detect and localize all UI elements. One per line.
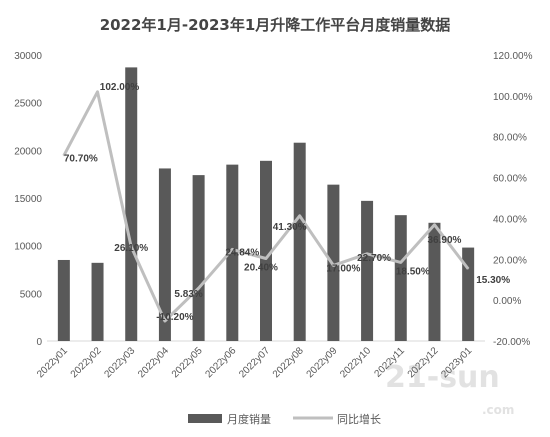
bar-2022y01	[57, 259, 70, 341]
chart-title: 2022年1月-2023年1月升降工作平台月度销量数据	[100, 16, 451, 34]
x-tick-label: 2022y06	[204, 345, 239, 380]
growth-point-2022y10	[366, 253, 368, 255]
left-axis: 0 5000 10000 15000 20000 25000 30000	[14, 51, 42, 348]
growth-label-2022y05: 5.83%	[174, 289, 202, 300]
bar-2023y01	[462, 247, 475, 341]
growth-point-2022y01	[63, 155, 65, 157]
watermark-text: 21-sun	[385, 360, 500, 395]
growth-label-2022y01: 70.70%	[64, 154, 98, 165]
growth-point-2022y03	[130, 246, 132, 248]
growth-label-2022y11: 18.50%	[396, 266, 430, 277]
growth-label-2022y08: 41.30%	[273, 222, 307, 233]
right-tick-label: -20.00%	[493, 337, 530, 348]
growth-label-2022y02: 102.00%	[100, 82, 140, 93]
growth-point-2022y02	[97, 91, 99, 93]
growth-point-2022y08	[299, 215, 301, 217]
bar-2022y07	[260, 160, 272, 341]
bar-2022y02	[91, 262, 104, 341]
bar-2022y06	[226, 164, 239, 341]
x-tick-label: 2022y07	[237, 345, 272, 380]
growth-label-2022y12: 36.90%	[428, 235, 462, 246]
growth-point-2022y09	[332, 264, 334, 266]
bar-2022y08	[293, 142, 306, 341]
left-tick-label: 20000	[14, 146, 42, 157]
watermark-sub: .com	[482, 403, 514, 417]
x-tick-label: 2022y02	[69, 345, 104, 380]
bar-2022y12	[428, 222, 441, 341]
x-tick-label: 2022y09	[305, 345, 340, 380]
bar-2022y04	[158, 168, 171, 341]
right-axis: -20.00% 0.00% 20.00% 40.00% 60.00% 80.00% 100.…	[493, 51, 533, 348]
left-tick-label: 15000	[14, 194, 42, 205]
left-tick-label: 10000	[14, 242, 42, 253]
growth-label-2023y01: 15.30%	[476, 275, 510, 286]
growth-point-2023y01	[467, 268, 469, 270]
x-tick-label: 2022y10	[338, 345, 373, 380]
bar-2022y05	[192, 175, 205, 341]
bar-series	[57, 67, 475, 341]
x-axis: 2022y012022y022022y032022y042022y052022y…	[35, 340, 485, 380]
right-tick-label: 40.00%	[493, 214, 527, 225]
growth-point-2022y05	[198, 287, 200, 289]
data-labels: 70.70% 102.00% 26.10% -10.20% 5.83% 24.84% 20.…	[64, 82, 510, 323]
growth-label-2022y10: 22.70%	[357, 253, 391, 264]
growth-point-2022y07	[265, 257, 267, 259]
growth-label-2022y04: -10.20%	[156, 312, 193, 323]
growth-point-2022y12	[433, 224, 435, 226]
growth-label-2022y06: 24.84%	[225, 247, 259, 258]
legend-label-line: 同比增长	[337, 412, 381, 426]
left-tick-label: 25000	[14, 99, 42, 110]
x-tick-label: 2022y04	[136, 345, 171, 380]
left-tick-label: 0	[36, 337, 42, 348]
right-tick-label: 100.00%	[493, 92, 533, 103]
right-tick-label: 0.00%	[493, 296, 521, 307]
growth-point-2022y06	[231, 248, 233, 250]
watermark: 21-sun .com	[385, 360, 514, 417]
bar-2022y10	[361, 200, 374, 341]
x-tick-label: 2022y05	[170, 345, 205, 380]
legend: 月度销量 同比增长	[188, 412, 381, 426]
line-series	[62, 90, 470, 323]
growth-point-2022y11	[400, 261, 402, 263]
left-tick-label: 30000	[14, 51, 42, 62]
bar-2022y11	[394, 215, 407, 341]
right-tick-label: 60.00%	[493, 174, 527, 185]
right-tick-label: 120.00%	[493, 51, 533, 62]
bar-2022y03	[125, 67, 138, 341]
legend-swatch-bar	[188, 414, 222, 423]
legend-label-bar: 月度销量	[227, 412, 271, 426]
x-tick-label: 2022y01	[35, 345, 70, 380]
left-tick-label: 5000	[20, 289, 43, 300]
x-tick-label: 2022y03	[102, 345, 137, 380]
growth-label-2022y03: 26.10%	[114, 243, 148, 254]
x-tick-label: 2022y08	[271, 345, 306, 380]
growth-point-2022y04	[164, 320, 166, 322]
growth-label-2022y09: 17.00%	[326, 263, 360, 274]
right-tick-label: 20.00%	[493, 255, 527, 266]
right-tick-label: 80.00%	[493, 133, 527, 144]
growth-label-2022y07: 20.40%	[244, 262, 278, 273]
